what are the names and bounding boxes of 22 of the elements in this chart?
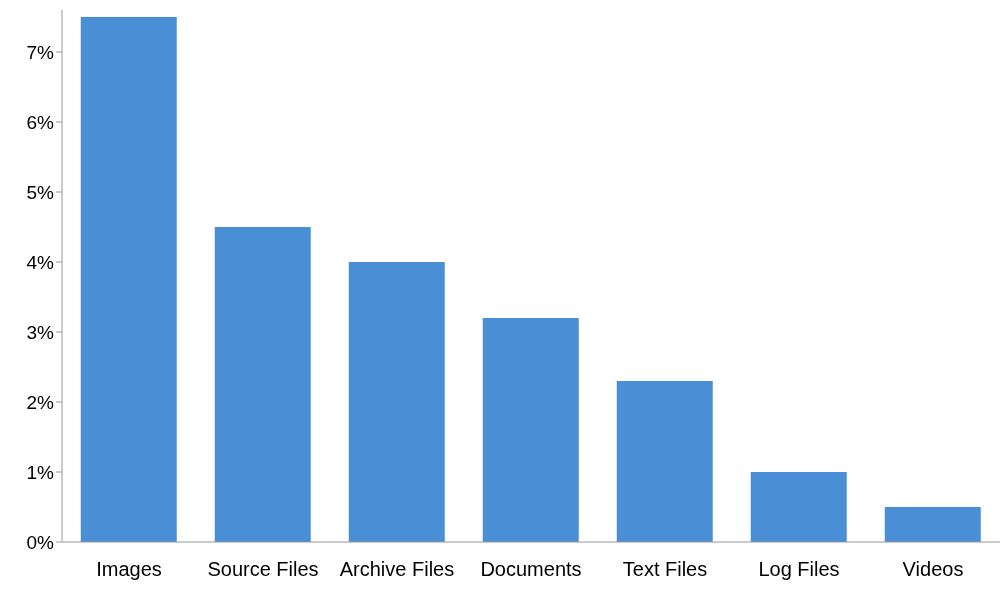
x-tick-label: Videos: [902, 558, 964, 581]
y-tick-label: 4%: [26, 251, 55, 273]
x-tick-label: Archive Files: [339, 558, 455, 581]
x-tick-label: Log Files: [758, 558, 840, 581]
y-tick-label: 5%: [26, 181, 55, 203]
bar: [750, 472, 847, 542]
bar: [482, 318, 579, 542]
y-tick-label: 1%: [26, 461, 55, 483]
bar: [80, 17, 177, 542]
y-tick-label: 7%: [26, 41, 55, 63]
bar: [616, 381, 713, 542]
x-tick-label: Source Files: [207, 558, 319, 581]
bar: [214, 227, 311, 542]
y-tick-label: 6%: [26, 111, 55, 133]
y-tick-label: 3%: [26, 321, 55, 343]
bar: [348, 262, 445, 542]
x-tick-label: Text Files: [622, 558, 708, 581]
y-tick-label: 2%: [26, 391, 55, 413]
y-tick-label: 0%: [26, 531, 55, 553]
x-tick-label: Images: [96, 558, 162, 581]
bar: [884, 507, 981, 542]
x-tick-label: Documents: [480, 558, 582, 581]
